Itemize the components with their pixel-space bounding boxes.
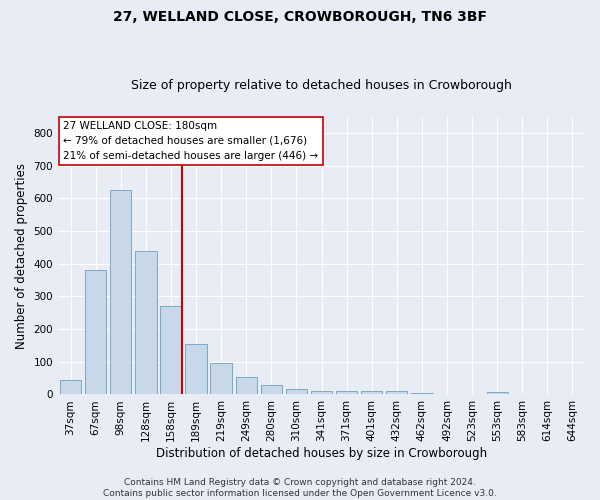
Bar (336, 390, 357, 394)
Bar (185, 344, 207, 395)
X-axis label: Distribution of detached houses by size in Crowborough: Distribution of detached houses by size … (156, 447, 487, 460)
Text: Contains HM Land Registry data © Crown copyright and database right 2024.
Contai: Contains HM Land Registry data © Crown c… (103, 478, 497, 498)
Bar (211, 364, 232, 394)
Bar (361, 390, 382, 394)
Bar (60, 380, 81, 394)
Bar (85, 270, 106, 394)
Bar (260, 386, 282, 394)
Text: 27 WELLAND CLOSE: 180sqm
← 79% of detached houses are smaller (1,676)
21% of sem: 27 WELLAND CLOSE: 180sqm ← 79% of detach… (64, 121, 319, 160)
Title: Size of property relative to detached houses in Crowborough: Size of property relative to detached ho… (131, 79, 512, 92)
Bar (487, 392, 508, 394)
Bar (135, 250, 157, 394)
Bar (110, 190, 131, 394)
Bar (160, 306, 182, 394)
Y-axis label: Number of detached properties: Number of detached properties (15, 162, 28, 348)
Bar (236, 378, 257, 394)
Bar (311, 390, 332, 394)
Bar (386, 391, 407, 394)
Text: 27, WELLAND CLOSE, CROWBOROUGH, TN6 3BF: 27, WELLAND CLOSE, CROWBOROUGH, TN6 3BF (113, 10, 487, 24)
Bar (286, 388, 307, 394)
Bar (411, 393, 433, 394)
